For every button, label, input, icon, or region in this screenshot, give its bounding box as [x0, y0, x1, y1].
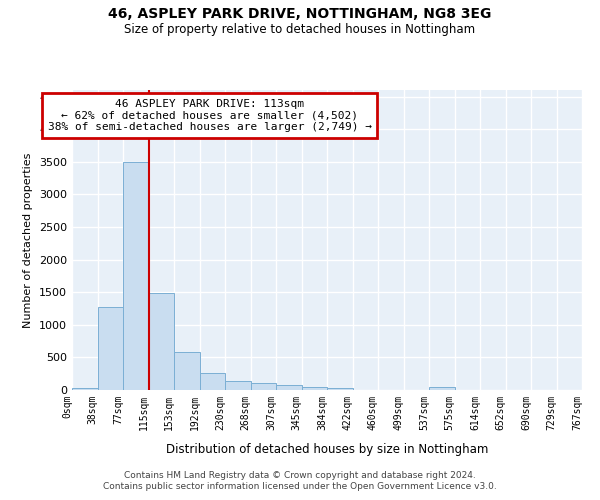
Text: 46, ASPLEY PARK DRIVE, NOTTINGHAM, NG8 3EG: 46, ASPLEY PARK DRIVE, NOTTINGHAM, NG8 3… [109, 8, 491, 22]
Bar [225, 381, 251, 390]
Bar [302, 387, 327, 390]
Y-axis label: Number of detached properties: Number of detached properties [23, 152, 34, 328]
Bar [174, 352, 199, 390]
Text: Contains HM Land Registry data © Crown copyright and database right 2024.: Contains HM Land Registry data © Crown c… [124, 471, 476, 480]
Bar [429, 386, 455, 390]
Bar [199, 373, 225, 390]
Text: Size of property relative to detached houses in Nottingham: Size of property relative to detached ho… [124, 22, 476, 36]
Bar [276, 386, 302, 390]
Bar [123, 162, 149, 390]
Text: Contains public sector information licensed under the Open Government Licence v3: Contains public sector information licen… [103, 482, 497, 491]
Bar [251, 384, 276, 390]
Bar [327, 388, 353, 390]
Bar [72, 388, 97, 390]
Bar [97, 307, 123, 390]
Bar [149, 294, 174, 390]
Text: 46 ASPLEY PARK DRIVE: 113sqm
← 62% of detached houses are smaller (4,502)
38% of: 46 ASPLEY PARK DRIVE: 113sqm ← 62% of de… [48, 99, 372, 132]
Text: Distribution of detached houses by size in Nottingham: Distribution of detached houses by size … [166, 442, 488, 456]
